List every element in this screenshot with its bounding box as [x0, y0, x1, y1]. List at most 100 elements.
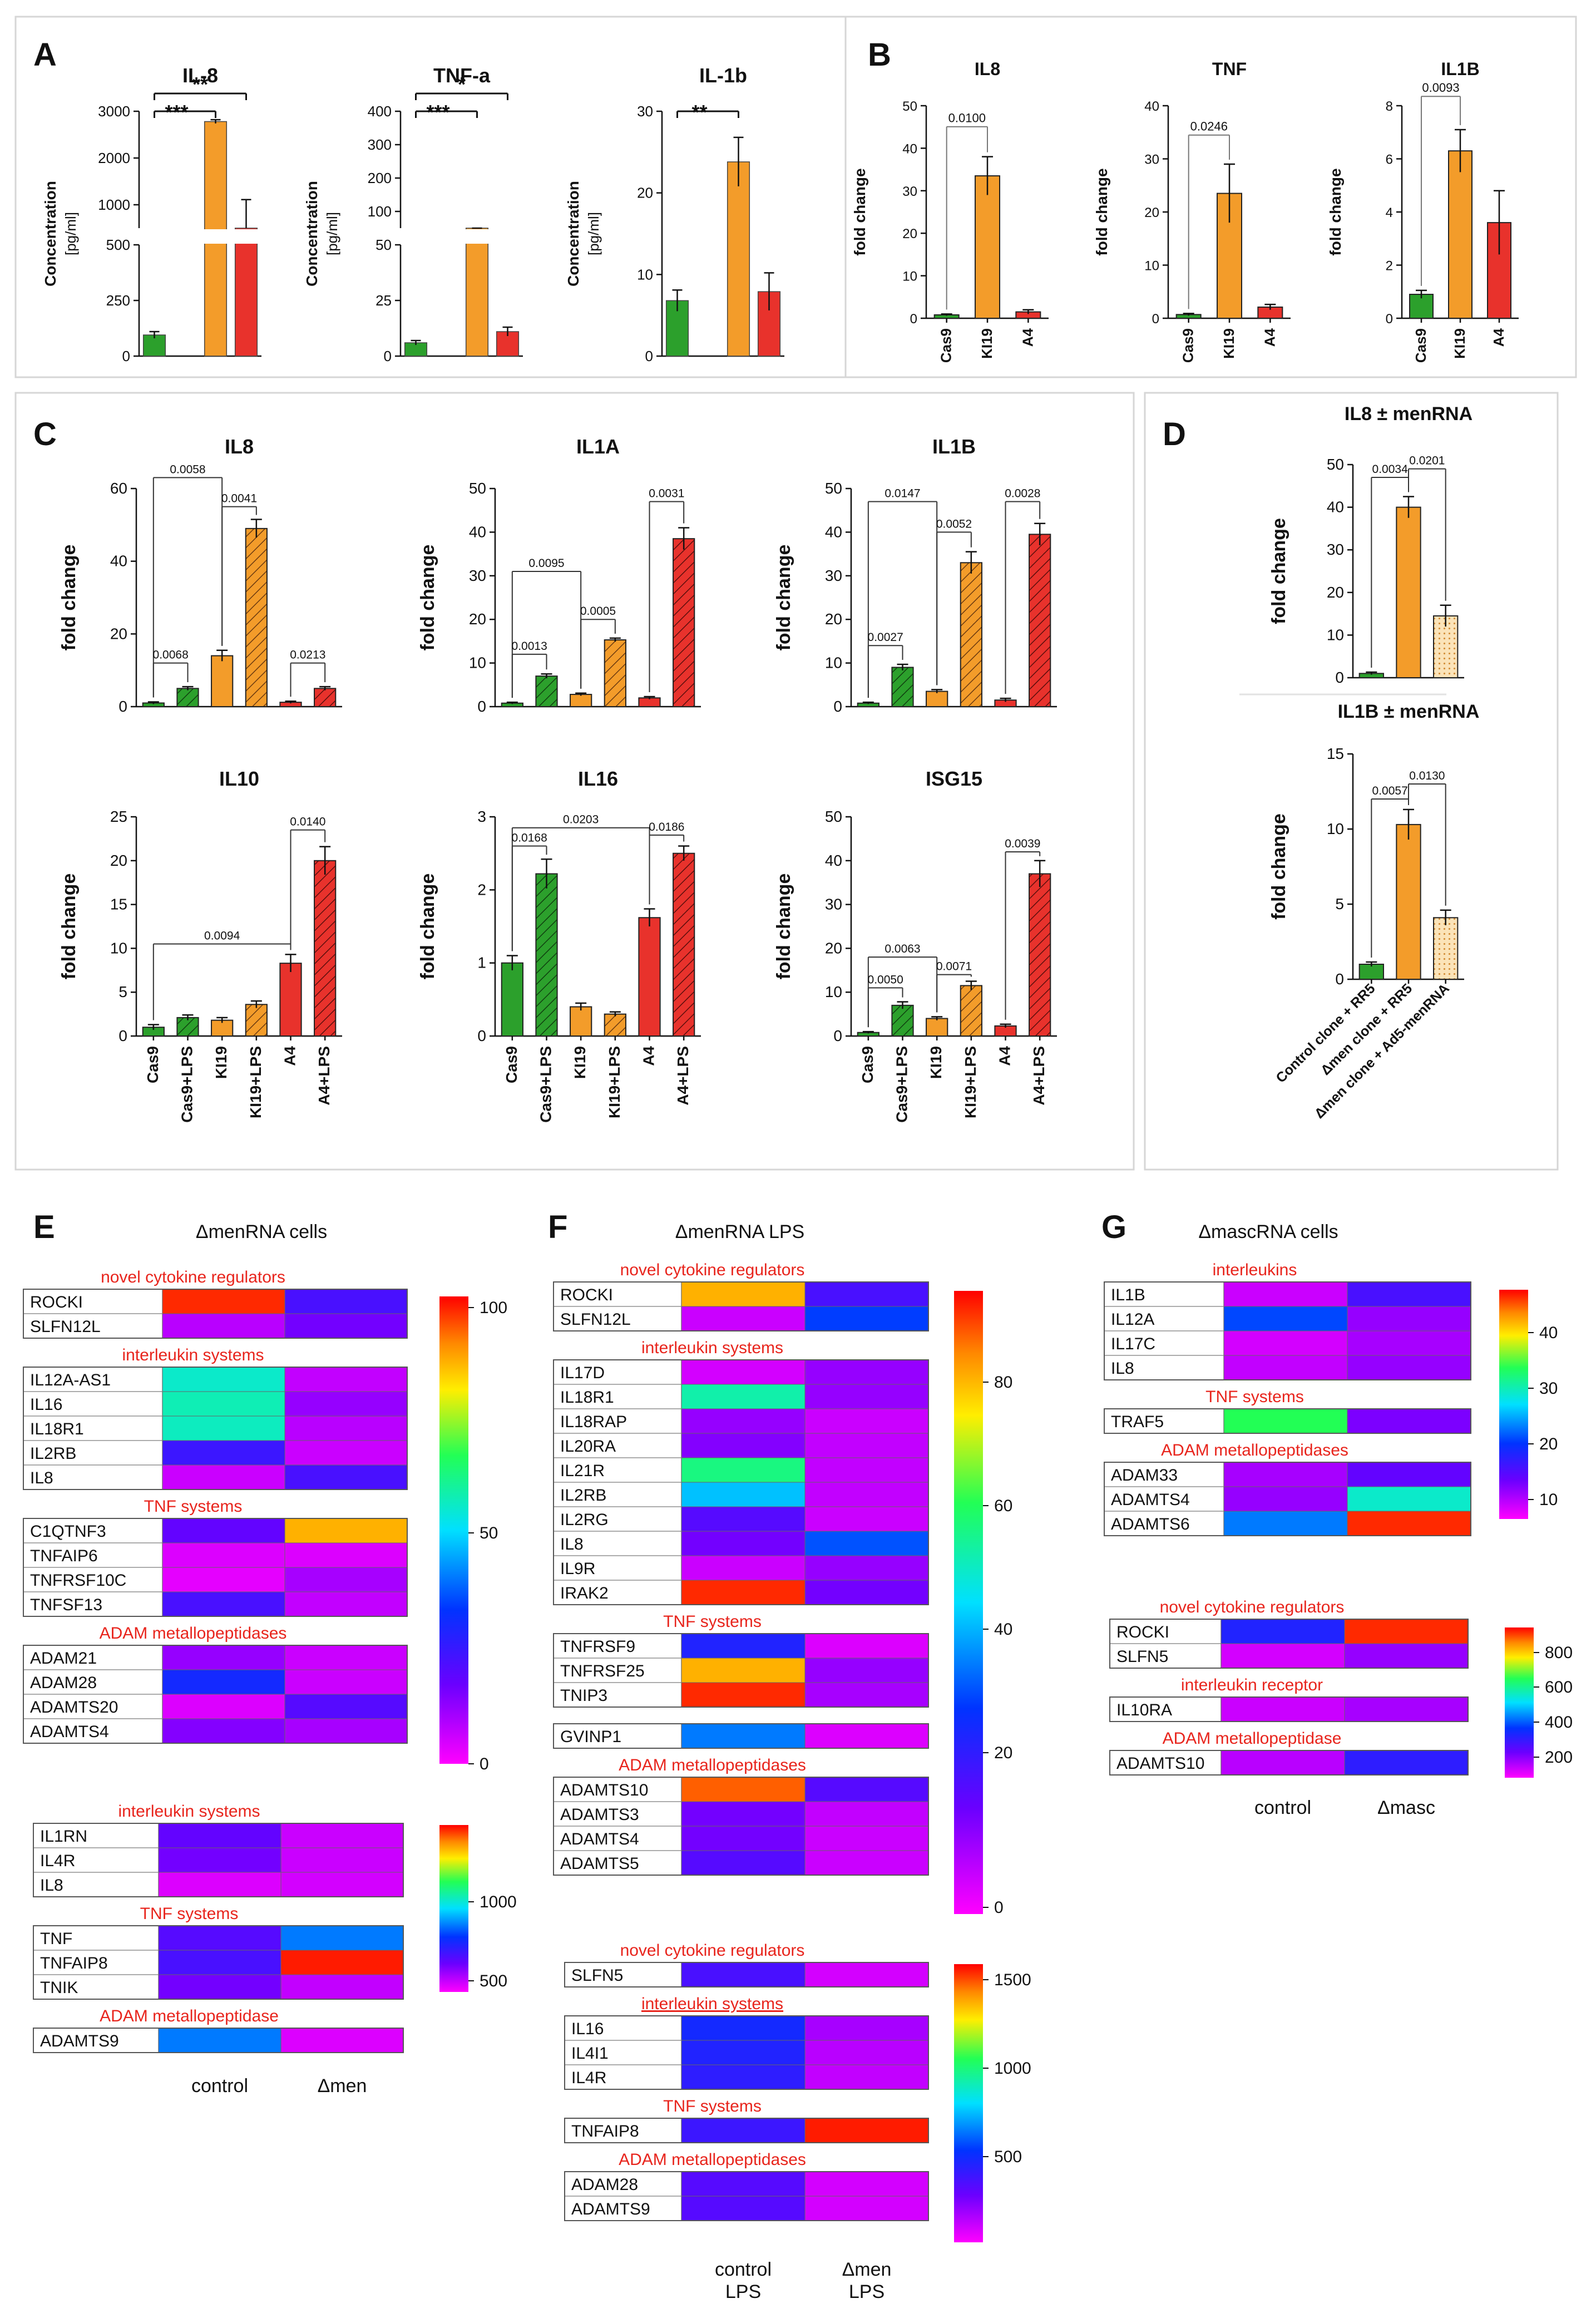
x-category-label: A4+LPS	[1030, 1046, 1047, 1106]
axis-break-gap	[396, 229, 405, 244]
x-category-label: A4	[640, 1046, 658, 1066]
x-category-label: A4+LPS	[674, 1046, 691, 1106]
group-label: ADAM metallopeptidases	[619, 2151, 806, 2169]
colorbar	[439, 1825, 468, 1992]
heat-cell	[1223, 1462, 1348, 1487]
heat-cell	[804, 1482, 929, 1507]
row-label-cell	[23, 1718, 163, 1744]
colorbar-tick-label: 0	[994, 1898, 1004, 1917]
group-label: ADAM metallopeptidase	[1163, 1729, 1342, 1748]
group-label: novel cytokine regulators	[1160, 1598, 1345, 1616]
frame-c	[14, 392, 1135, 1171]
heat-cell	[681, 1555, 806, 1581]
row-label: SLFN12L	[560, 1310, 631, 1329]
y-tick-label: 1	[477, 954, 486, 971]
row-label-cell	[23, 1367, 163, 1392]
x-category-label: Cas9	[938, 328, 955, 363]
y-tick-label: 0	[1335, 669, 1344, 686]
p-value-label: 0.0052	[936, 517, 972, 530]
bar	[891, 667, 914, 707]
p-value-label: 0.0093	[1422, 81, 1459, 95]
row-label: ROCKI	[30, 1293, 83, 1311]
y-tick-label: 15	[1327, 745, 1344, 762]
p-value-label: 0.0050	[868, 973, 903, 986]
row-label-cell	[33, 1847, 159, 1873]
chart-title: IL1B	[1441, 59, 1479, 79]
bar	[570, 694, 592, 707]
colorbar-tick-label: 20	[994, 1744, 1012, 1762]
y-tick-label: 10	[1144, 259, 1159, 274]
heat-cell	[280, 2028, 404, 2053]
row-label: IL8	[560, 1535, 584, 1553]
heat-cell	[158, 1974, 281, 2000]
group-label: interleukin systems	[118, 1802, 260, 1821]
heat-cell	[162, 1289, 285, 1314]
row-label: IL12A	[1111, 1310, 1154, 1329]
bar	[245, 1004, 268, 1037]
heat-cell	[284, 1464, 408, 1490]
frame-ab	[14, 16, 1577, 378]
p-value-label: 0.0039	[1005, 837, 1040, 850]
row-label-cell	[553, 1457, 682, 1483]
row-label: TNIP3	[560, 1686, 607, 1705]
axis-break-gap	[202, 229, 229, 244]
axis-break-gap	[135, 229, 144, 244]
x-category-label: A4	[1490, 328, 1507, 347]
x-category-label: Cas9	[144, 1046, 161, 1083]
chart-title: IL10	[219, 767, 259, 790]
y-tick-label: 100	[368, 203, 392, 220]
y-axis-label: fold change	[1327, 168, 1344, 255]
row-label-cell	[1104, 1281, 1224, 1307]
y-tick-label: 40	[1144, 99, 1159, 114]
heat-cell	[804, 1826, 929, 1851]
column-label: control	[191, 2075, 248, 2097]
p-value-label: 0.0058	[170, 463, 205, 476]
row-label: IL1B	[1111, 1286, 1145, 1304]
group-frame	[564, 2015, 929, 2090]
heat-cell	[1347, 1511, 1471, 1536]
heat-cell	[284, 1440, 408, 1466]
row-label: TNIK	[40, 1979, 78, 1997]
row-label-cell	[1104, 1486, 1224, 1512]
heat-cell	[162, 1464, 285, 1490]
x-category-label: Cas9	[503, 1046, 520, 1083]
group-label: ADAM metallopeptidases	[1161, 1441, 1348, 1459]
heat-cell	[681, 2118, 806, 2143]
y-tick-label: 20	[110, 625, 127, 642]
heat-cell	[681, 1482, 806, 1507]
row-label: TNFAIP8	[571, 2122, 639, 2140]
x-category-label: A4	[281, 1046, 299, 1066]
y-tick-label: 10	[469, 654, 486, 672]
y-tick-label: 0	[833, 698, 842, 715]
significance-stars: **	[192, 73, 208, 96]
heat-cell	[158, 1872, 281, 1897]
heat-cell	[681, 1850, 806, 1876]
row-label-cell	[33, 1872, 159, 1897]
row-label: ADAMTS4	[30, 1723, 109, 1741]
heat-cell	[1347, 1408, 1471, 1434]
x-category-label: Cas9+LPS	[893, 1046, 911, 1123]
heat-cell	[804, 1633, 929, 1659]
row-label: IL21R	[560, 1462, 605, 1480]
heat-cell	[681, 2015, 806, 2041]
y-axis-unit-label: [pg/ml]	[324, 212, 340, 255]
significance-stars: *	[458, 73, 466, 96]
heat-cell	[1347, 1306, 1471, 1331]
heat-cell	[804, 2040, 929, 2065]
group-frame	[564, 1962, 929, 1987]
y-tick-label: 0	[122, 348, 130, 364]
row-label-cell	[23, 1313, 163, 1339]
heat-cell	[681, 1408, 806, 1434]
y-tick-label: 5	[1335, 895, 1344, 913]
group-frame	[1109, 1619, 1469, 1669]
y-tick-label: 30	[902, 184, 917, 199]
y-tick-label: 2	[1386, 259, 1393, 274]
row-label: TNFAIP8	[40, 1954, 108, 1972]
heat-cell	[681, 1359, 806, 1385]
row-label: IL20RA	[560, 1437, 616, 1456]
y-tick-label: 8	[1386, 99, 1393, 114]
colorbar-tick-label: 200	[1545, 1748, 1573, 1767]
heat-cell	[804, 1962, 929, 1987]
heat-cell	[162, 1694, 285, 1719]
y-axis-label: Concentration	[565, 181, 582, 287]
